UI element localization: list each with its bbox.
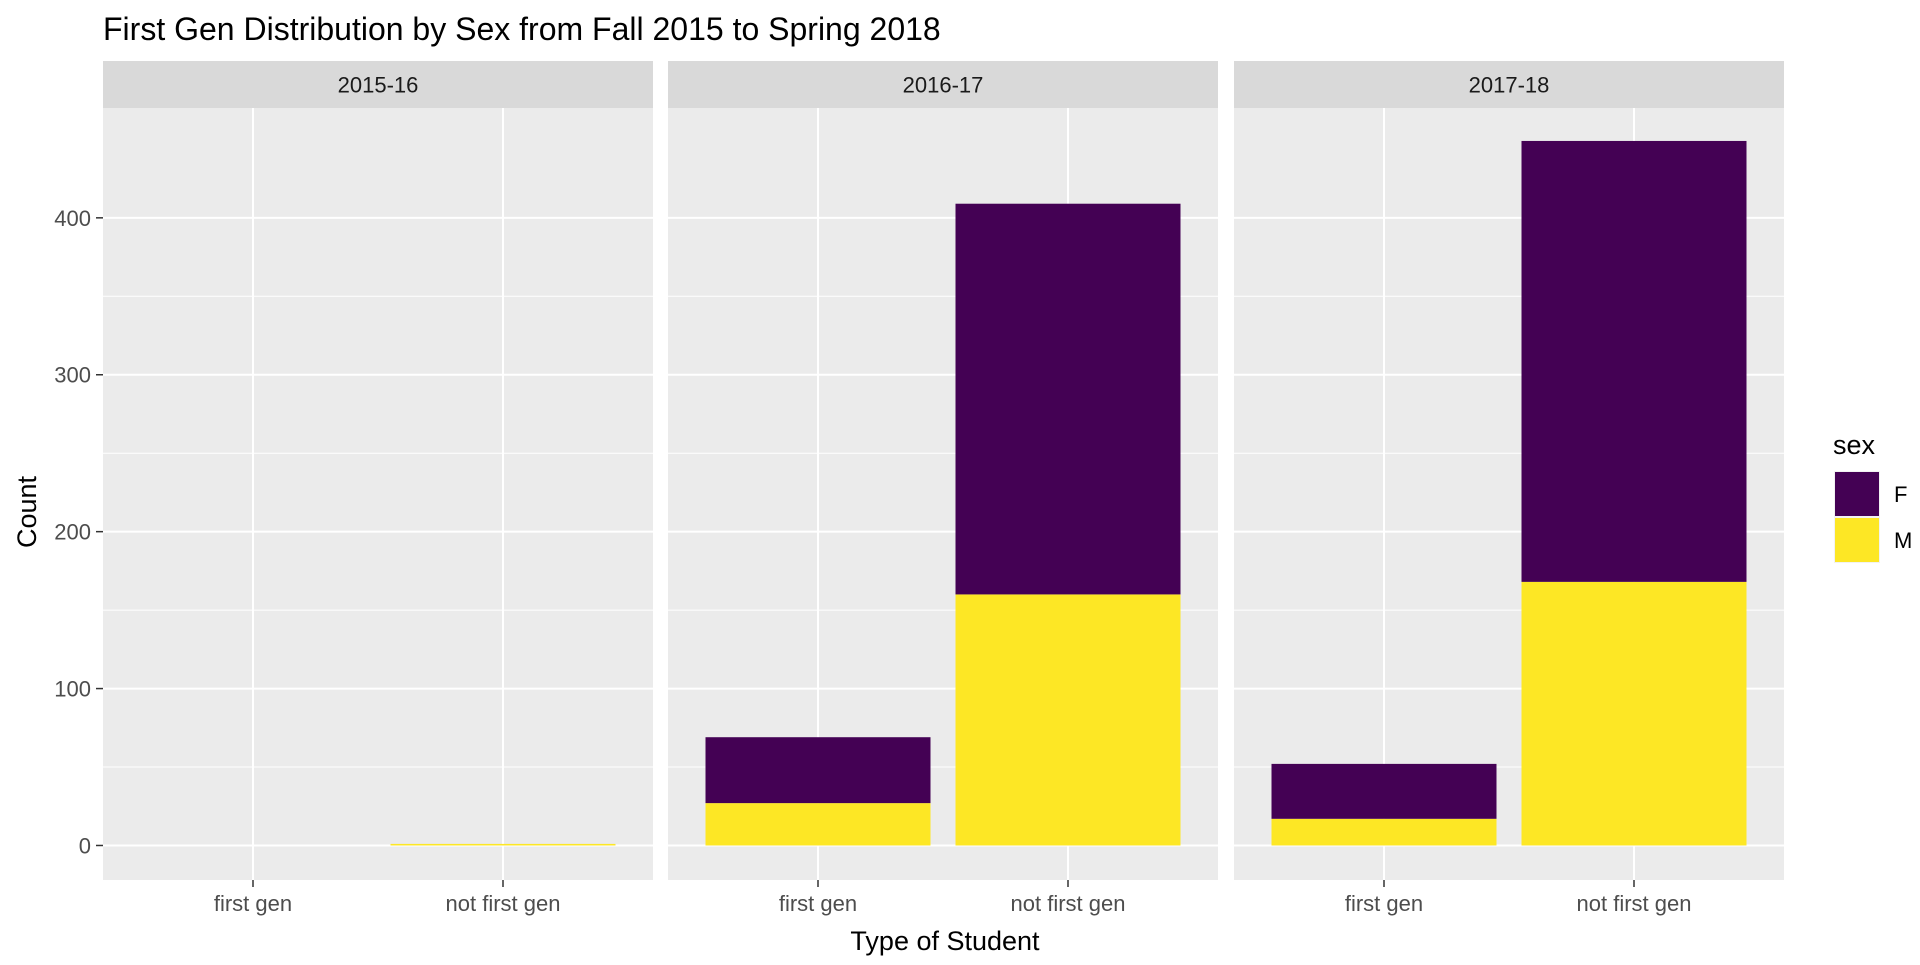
facet-strip bbox=[668, 61, 1218, 108]
y-tick-label: 100 bbox=[54, 677, 91, 702]
legend-label-m: M bbox=[1894, 528, 1912, 553]
y-axis: 0 100 200 300 400 bbox=[54, 206, 103, 858]
facet-panels: 2015-16 first gen not first gen 2016-17 firs… bbox=[54, 61, 1784, 916]
facet-strip-label: 2016-17 bbox=[903, 73, 984, 98]
legend-title: sex bbox=[1833, 430, 1876, 460]
x-tick-label: first gen bbox=[214, 891, 292, 916]
y-tick-label: 400 bbox=[54, 206, 91, 231]
x-tick-label: not first gen bbox=[1577, 891, 1692, 916]
x-axis-title: Type of Student bbox=[850, 926, 1040, 956]
legend: sex FM bbox=[1833, 430, 1912, 563]
legend-key-m bbox=[1835, 518, 1879, 562]
facet-strip bbox=[1234, 61, 1784, 108]
legend-label-f: F bbox=[1894, 482, 1907, 507]
facet-panel: 2017-18 first gen not first gen bbox=[1234, 61, 1784, 916]
x-tick-label: not first gen bbox=[446, 891, 561, 916]
bar-f-first-gen bbox=[1271, 763, 1497, 819]
panel-background bbox=[103, 108, 653, 880]
facet-strip bbox=[103, 61, 653, 108]
legend-key-f bbox=[1835, 472, 1879, 516]
chart-title: First Gen Distribution by Sex from Fall … bbox=[103, 11, 941, 47]
bar-m-first-gen bbox=[1271, 818, 1497, 846]
facet-panel: 2015-16 first gen not first gen bbox=[103, 61, 653, 916]
y-tick-label: 300 bbox=[54, 363, 91, 388]
x-tick-label: not first gen bbox=[1011, 891, 1126, 916]
bar-f-first-gen bbox=[705, 737, 931, 804]
bar-f-not-first-gen bbox=[1521, 140, 1747, 582]
facet-strip-label: 2015-16 bbox=[338, 73, 419, 98]
y-tick-label: 0 bbox=[79, 833, 91, 858]
x-tick-label: first gen bbox=[779, 891, 857, 916]
bar-m-not-first-gen bbox=[1521, 581, 1747, 846]
y-axis-title: Count bbox=[12, 475, 42, 548]
x-tick-label: first gen bbox=[1345, 891, 1423, 916]
facet-strip-label: 2017-18 bbox=[1469, 73, 1550, 98]
bar-f-not-first-gen bbox=[955, 203, 1181, 595]
bar-m-not-first-gen bbox=[955, 594, 1181, 846]
bar-m-first-gen bbox=[705, 803, 931, 846]
y-tick-label: 200 bbox=[54, 520, 91, 545]
facet-panel: 2016-17 first gen not first gen bbox=[668, 61, 1218, 916]
bar-m-not-first-gen bbox=[390, 843, 616, 846]
